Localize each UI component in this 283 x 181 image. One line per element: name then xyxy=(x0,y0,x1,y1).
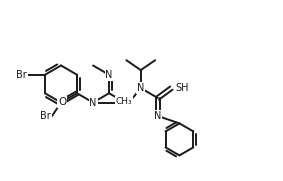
Text: O: O xyxy=(58,97,66,107)
Text: Br: Br xyxy=(16,70,27,80)
Text: N: N xyxy=(154,111,162,121)
Text: N: N xyxy=(105,70,113,80)
Text: N: N xyxy=(89,98,97,108)
Text: CH₃: CH₃ xyxy=(116,97,132,106)
Text: SH: SH xyxy=(175,83,189,93)
Text: N: N xyxy=(137,83,144,93)
Text: Br: Br xyxy=(40,111,51,121)
